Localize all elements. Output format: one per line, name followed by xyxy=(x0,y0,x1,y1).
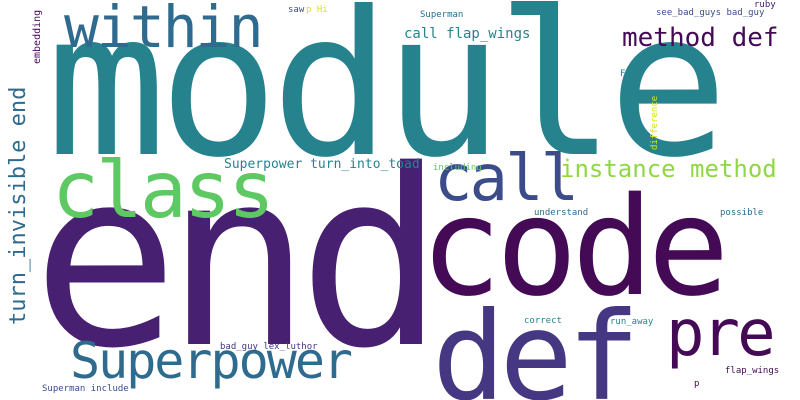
word-def: def xyxy=(432,286,640,400)
word-superpower-turn-into-toad: Superpower turn_into_toad xyxy=(224,157,420,172)
word-turn-invisible-end: turn_invisible end xyxy=(6,86,31,325)
word-module: module xyxy=(46,0,728,202)
word-embedding: embedding xyxy=(32,9,43,64)
word-code: code xyxy=(420,169,730,327)
word-within: within xyxy=(64,0,264,61)
word-including: including xyxy=(433,163,482,173)
word-superman: Superman xyxy=(420,10,464,20)
word-instance-method: instance method xyxy=(560,155,777,183)
word-p: p xyxy=(694,379,700,389)
word-see-bad-guys-bad-guy: see_bad_guys bad_guy xyxy=(656,8,765,18)
word-difference: difference xyxy=(650,95,660,150)
word-run-away: run_away xyxy=(610,317,654,327)
word-ruby: ruby xyxy=(754,0,776,10)
word-method-def: method def xyxy=(622,23,779,53)
word-end: end xyxy=(32,118,445,400)
word-flap-wings: flap_wings xyxy=(725,366,780,376)
word-understand: understand xyxy=(534,208,589,218)
word-saw: saw xyxy=(288,5,305,15)
word-fly: Fly xyxy=(620,69,637,79)
word-possible: possible xyxy=(720,208,764,218)
word-pre: pre xyxy=(666,297,776,371)
word-bad-guy-lex-luthor: bad_guy lex_luthor xyxy=(220,342,318,352)
word-call: call xyxy=(434,142,579,216)
word-p-hi: p Hi xyxy=(306,5,328,15)
word-superman-include: Superman include xyxy=(42,384,129,394)
word-superpower: Superpower xyxy=(70,332,353,390)
word-call-flap-wings: call flap_wings xyxy=(404,26,531,42)
word-correct: correct xyxy=(524,316,562,326)
word-class: class xyxy=(52,146,275,236)
